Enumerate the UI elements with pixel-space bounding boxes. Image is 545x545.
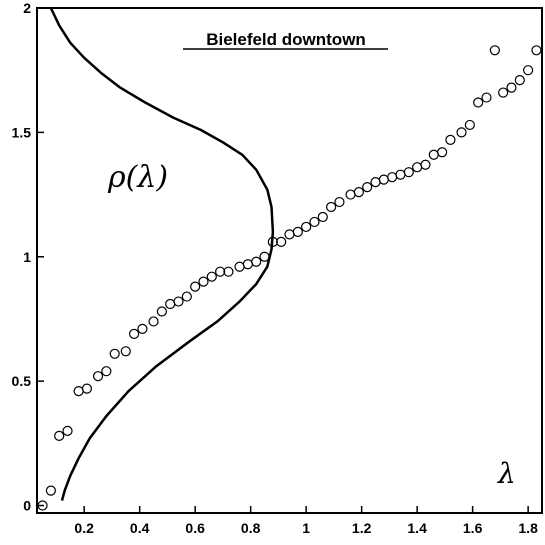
y-tick-label: 1 xyxy=(23,249,31,265)
scatter-point xyxy=(62,425,73,437)
scatter-point xyxy=(498,87,509,98)
scatter-point xyxy=(370,177,381,188)
x-tick-label: 1.6 xyxy=(463,520,483,536)
scatter-point xyxy=(362,182,373,193)
lambda-axis-label: λ xyxy=(497,457,516,490)
scatter-point xyxy=(81,383,93,394)
plot-frame xyxy=(36,7,543,514)
scatter-point xyxy=(412,162,423,173)
scatter-point xyxy=(345,189,356,200)
scatter-point xyxy=(223,266,234,277)
scatter-point xyxy=(137,323,148,335)
y-tick-label: 0.5 xyxy=(12,373,32,389)
scatter-point xyxy=(481,92,492,103)
scatter-point xyxy=(506,82,517,93)
x-tick-label: 1.4 xyxy=(407,520,427,536)
scatter-point xyxy=(317,211,328,223)
scatter-point xyxy=(309,216,320,228)
scatter-point xyxy=(148,316,159,327)
x-tick-label: 0.6 xyxy=(185,520,205,536)
y-tick-label: 2 xyxy=(23,0,31,16)
x-axis: 0.2 0.4 0.6 0.8 1 1.2 1.4 1.6 1.8 xyxy=(74,506,538,536)
scatter-point xyxy=(156,306,167,317)
scatter-point xyxy=(334,196,345,208)
scatter-point xyxy=(353,186,364,198)
scatter-point xyxy=(215,266,226,277)
x-tick-label: 0.4 xyxy=(130,520,150,536)
scatter-point xyxy=(37,500,48,511)
scatter-point xyxy=(464,119,475,131)
scatter-point xyxy=(173,296,184,307)
chart-title: Bielefeld downtown xyxy=(206,30,366,49)
scatter-point xyxy=(101,366,112,377)
scatter-point xyxy=(276,236,287,247)
scatter-point xyxy=(73,386,84,397)
scatter-point xyxy=(531,45,542,56)
scatter-point xyxy=(190,281,201,292)
x-tick-label: 0.8 xyxy=(241,520,261,536)
scatter-point xyxy=(292,226,303,237)
scatter-point xyxy=(234,261,245,272)
scatter-point xyxy=(92,371,104,382)
scatter-point xyxy=(165,298,176,310)
scatter-point xyxy=(301,221,312,233)
scatter-point xyxy=(120,346,131,357)
scatter-point xyxy=(251,256,262,267)
y-axis: 0 0.5 1 1.5 2 xyxy=(12,0,44,514)
x-tick-label: 0.2 xyxy=(74,520,94,536)
y-tick-label: 1.5 xyxy=(12,124,32,140)
scatter-point xyxy=(284,229,295,240)
x-tick-label: 1.2 xyxy=(352,520,372,536)
scatter-point xyxy=(473,97,484,108)
scatter-point xyxy=(523,65,534,76)
scatter-point xyxy=(428,149,439,160)
scatter-point xyxy=(445,134,456,145)
scatter-point xyxy=(378,174,389,185)
scatter-point xyxy=(420,159,431,170)
density-curve xyxy=(49,7,275,501)
scatter-point xyxy=(395,169,406,180)
scatter-point xyxy=(259,251,270,262)
scatter-point xyxy=(206,271,217,282)
scatter-point xyxy=(514,75,525,86)
scatter-point xyxy=(387,172,398,183)
scatter-point xyxy=(403,167,414,178)
density-curve-label: ρ(λ) xyxy=(107,160,168,195)
scatter-point xyxy=(326,201,337,213)
y-tick-label: 0 xyxy=(23,498,31,514)
scatter-point xyxy=(489,45,500,56)
scatter-point xyxy=(45,485,56,496)
scatter-point xyxy=(54,430,65,441)
scatter-point xyxy=(242,259,253,270)
scatter-point xyxy=(267,236,278,247)
scatter-point xyxy=(109,348,120,359)
scatter-point xyxy=(456,127,467,138)
x-tick-label: 1 xyxy=(302,520,310,536)
series-layer xyxy=(37,7,542,511)
x-tick-label: 1.8 xyxy=(518,520,538,536)
scatter-point xyxy=(129,328,140,339)
scatter-point xyxy=(181,291,192,302)
scatter-point xyxy=(198,276,209,287)
scatter-point xyxy=(437,147,448,158)
